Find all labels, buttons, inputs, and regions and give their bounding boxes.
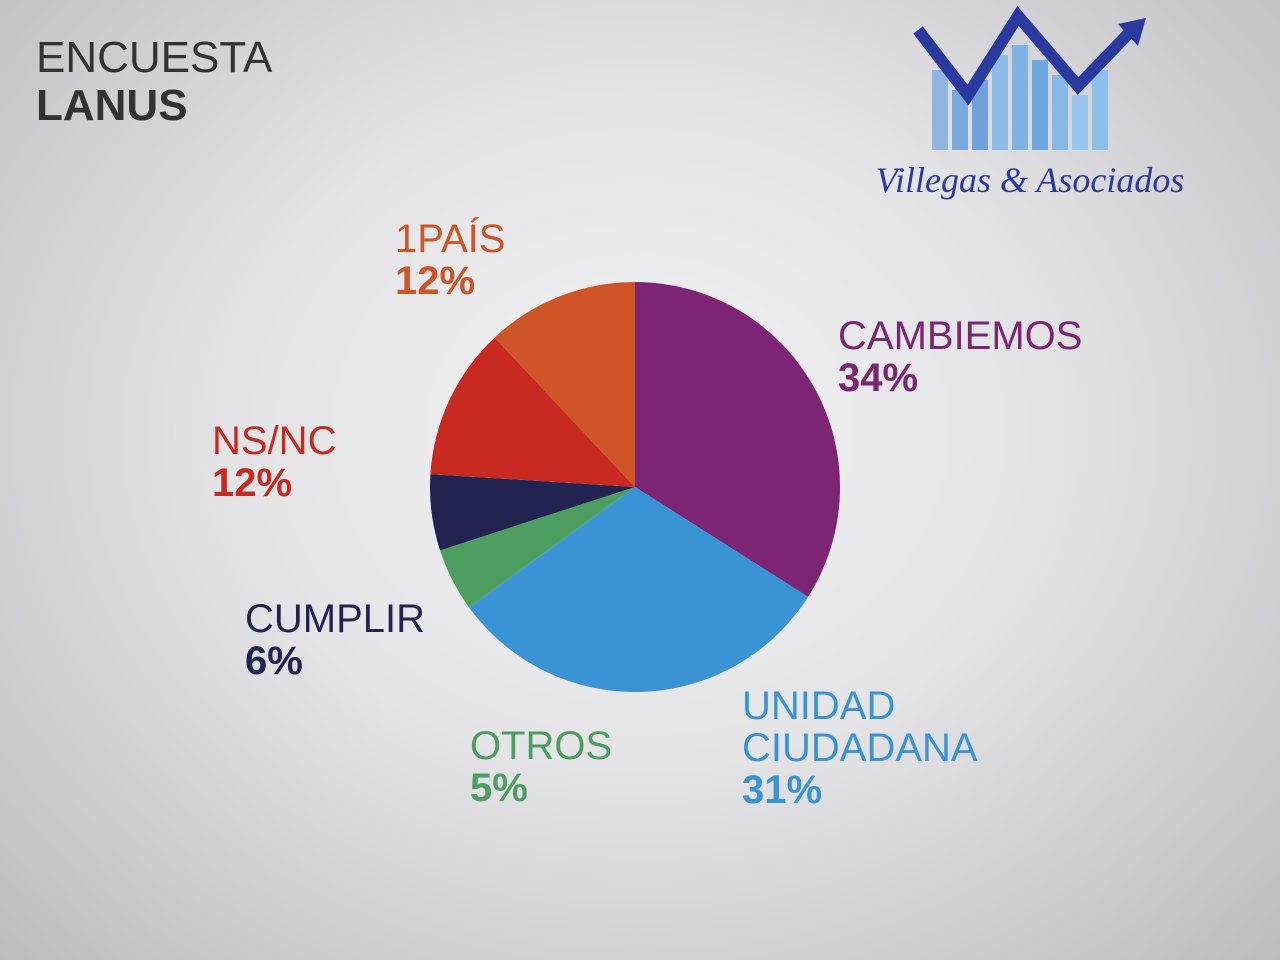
slice-label: OTROS 5% (470, 725, 730, 809)
logo-graphic (913, 5, 1146, 150)
pie-slice (494, 282, 635, 487)
value-label: 31% (742, 768, 823, 812)
pie-slice (430, 474, 635, 551)
title-line: ENCUESTA (36, 33, 273, 82)
pie-slice (635, 282, 840, 597)
value-label: 6% (245, 639, 303, 683)
logo-text: Villegas & Asociados (876, 160, 1185, 200)
category-label: UNIDAD CIUDADANA (742, 684, 978, 770)
value-label: 12% (395, 259, 476, 303)
value-label: 34% (838, 356, 919, 400)
value-label: 12% (212, 461, 293, 505)
category-label: CUMPLIR (245, 597, 426, 641)
category-label: CAMBIEMOS (838, 314, 1083, 358)
pie-slice (440, 487, 635, 608)
pie-slice (430, 337, 635, 487)
value-label: 5% (470, 766, 528, 810)
category-label: OTROS (470, 724, 613, 768)
slice-label: 1PAÍS 12% (395, 218, 655, 302)
category-label: 1PAÍS (395, 217, 506, 261)
title-line: LANUS (36, 81, 188, 130)
slice-label: CAMBIEMOS 34% (838, 315, 1158, 399)
slice-label: CUMPLIR 6% (245, 598, 505, 682)
slice-label: UNIDAD CIUDADANA 31% (742, 685, 1042, 811)
slice-label: NS/NC 12% (212, 420, 472, 504)
category-label: NS/NC (212, 419, 337, 463)
pie-slice (469, 487, 809, 692)
